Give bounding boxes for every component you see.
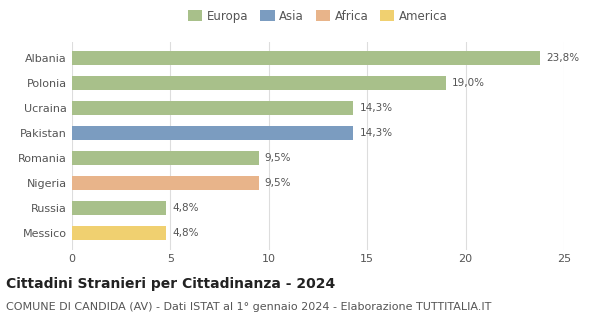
Text: 19,0%: 19,0% [452, 78, 485, 88]
Text: Cittadini Stranieri per Cittadinanza - 2024: Cittadini Stranieri per Cittadinanza - 2… [6, 277, 335, 291]
Bar [72, 51, 541, 65]
Text: 4,8%: 4,8% [172, 203, 199, 213]
Bar [72, 101, 353, 115]
Legend: Europa, Asia, Africa, America: Europa, Asia, Africa, America [184, 5, 452, 28]
Text: 23,8%: 23,8% [546, 53, 580, 63]
Bar [72, 176, 259, 190]
Text: 9,5%: 9,5% [265, 178, 292, 188]
Text: COMUNE DI CANDIDA (AV) - Dati ISTAT al 1° gennaio 2024 - Elaborazione TUTTITALIA: COMUNE DI CANDIDA (AV) - Dati ISTAT al 1… [6, 302, 491, 312]
Text: 4,8%: 4,8% [172, 228, 199, 238]
Text: 9,5%: 9,5% [265, 153, 292, 163]
Bar [72, 226, 166, 240]
Bar [72, 201, 166, 215]
Bar [72, 126, 353, 140]
Bar [72, 151, 259, 165]
Bar [72, 76, 446, 90]
Text: 14,3%: 14,3% [359, 103, 392, 113]
Text: 14,3%: 14,3% [359, 128, 392, 138]
